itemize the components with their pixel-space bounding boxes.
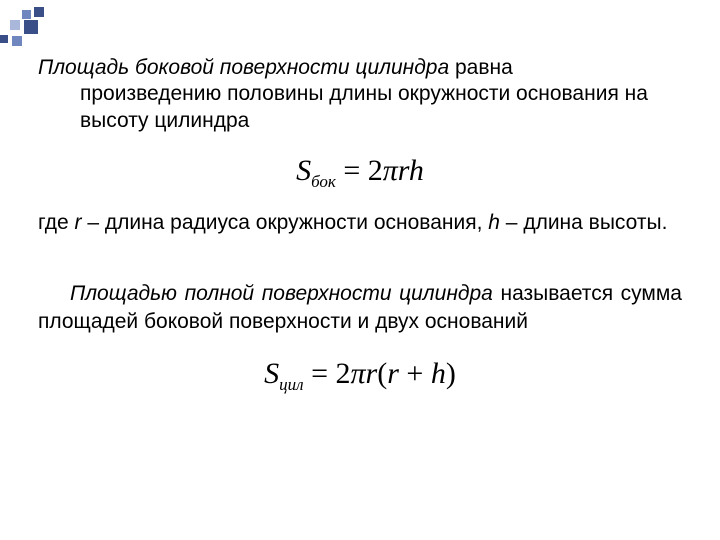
formula-lateral: Sбок = 2πrh [38,154,682,192]
total-area-term: Площадью полной поверхности цилиндра [70,282,493,305]
deco-square [22,10,31,19]
lateral-area-cont: произведению половины длины окружности о… [80,81,682,134]
formula2-sub: цил [279,375,303,394]
where-t3: – длина высоты. [500,211,667,234]
deco-square [34,7,44,17]
corner-decoration [0,0,60,50]
formula-eq: = 2 [336,154,383,187]
lateral-area-rest: равна [449,56,513,79]
formula2-S: S [264,357,279,390]
slide-content: Площадь боковой поверхности цилиндра рав… [38,55,682,413]
deco-square [12,36,22,46]
paragraph-lateral-area: Площадь боковой поверхности цилиндра рав… [38,55,682,134]
formula-pi: π [383,154,398,187]
where-t2: – длина радиуса окружности основания, [81,211,488,234]
lateral-area-term: Площадь боковой поверхности цилиндра [38,56,449,79]
formula-total: Sцил = 2πr(r + h) [38,357,682,395]
slide: Площадь боковой поверхности цилиндра рав… [0,0,720,540]
where-t1: где [38,211,74,234]
formula-rh: rh [398,154,424,187]
formula-sub-bok: бок [311,172,336,191]
paragraph-where: где r – длина радиуса окружности основан… [38,210,682,236]
deco-square [24,20,38,34]
deco-square [10,20,20,30]
deco-square [0,35,8,43]
formula2-paren: (r + h) [377,357,456,390]
formula2-eq: = 2 [304,357,351,390]
where-h: h [488,211,500,234]
formula2-pi: π [351,357,366,390]
paragraph-total-area: Площадью полной поверхности цилиндра наз… [38,280,682,337]
formula2-r: r [366,357,378,390]
formula-S: S [296,154,311,187]
